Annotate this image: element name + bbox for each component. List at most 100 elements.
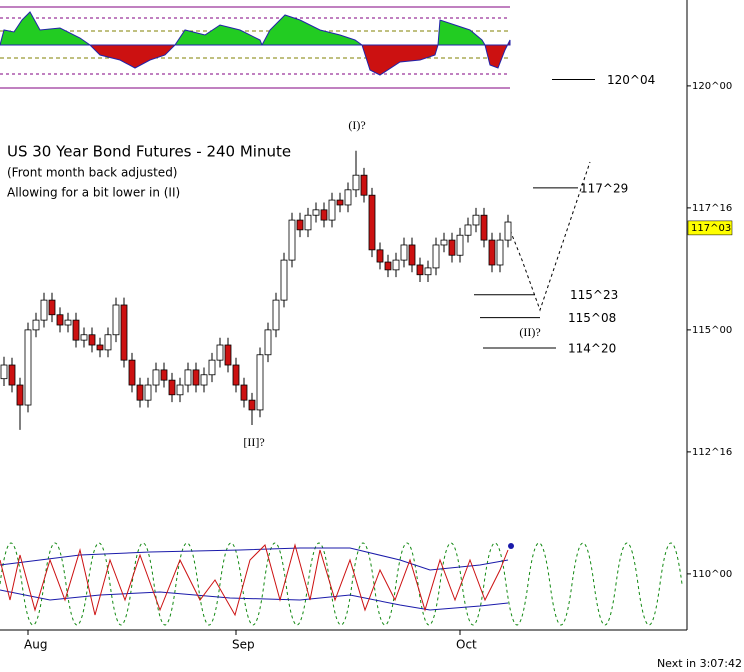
candle-body: [408, 244, 416, 266]
candle-body: [176, 384, 184, 396]
level-label: 120^04: [607, 73, 655, 87]
candle-body: [448, 239, 456, 256]
candle-body: [496, 239, 504, 266]
candle-body: [304, 214, 312, 231]
y-tick-label: 110^00: [692, 569, 732, 580]
candle-body: [464, 224, 472, 236]
histogram-down: [88, 44, 177, 69]
timer: Next in 3:07:42: [657, 657, 742, 670]
candle-body: [288, 219, 296, 261]
candle-body: [400, 244, 408, 261]
note: (Front month back adjusted): [7, 166, 178, 180]
candle-body: [0, 364, 8, 380]
last-price-label: 117^03: [691, 223, 731, 234]
chart-title: US 30 Year Bond Futures - 240 Minute: [7, 143, 291, 161]
candle-body: [24, 329, 32, 406]
band-line: [0, 589, 509, 611]
histogram-down: [361, 44, 439, 76]
candle-body: [88, 334, 96, 346]
note: Allowing for a bit lower in (II): [7, 186, 180, 200]
x-tick-label: Sep: [232, 638, 255, 652]
candle-body: [344, 189, 352, 206]
candle-body: [192, 369, 200, 386]
y-tick-label: 120^00: [692, 81, 732, 92]
candle-body: [256, 354, 264, 411]
candle-body: [184, 369, 192, 386]
candle-body: [96, 344, 104, 351]
candle-body: [432, 244, 440, 269]
candle-body: [32, 319, 40, 331]
oscillator-dot: [508, 543, 514, 549]
candle-body: [384, 261, 392, 271]
candle-body: [208, 359, 216, 376]
histogram-up: [261, 14, 364, 46]
band-line: [0, 547, 509, 571]
candle-body: [240, 384, 248, 401]
candle-body: [296, 219, 304, 231]
candle-body: [64, 319, 72, 326]
candle-body: [48, 299, 56, 316]
candle-body: [376, 249, 384, 263]
histogram-up: [174, 24, 263, 46]
candle-body: [264, 329, 272, 356]
candle-body: [16, 384, 24, 406]
candle-body: [200, 374, 208, 386]
x-tick-label: Oct: [456, 638, 477, 652]
candle-body: [120, 304, 128, 361]
candle-body: [72, 319, 80, 341]
upper-indicator: [0, 6, 511, 89]
wave-label: (II)?: [519, 325, 540, 339]
x-tick-label: Aug: [24, 638, 47, 652]
candle-body: [168, 379, 176, 396]
candle-body: [8, 364, 16, 386]
candle-body: [480, 214, 488, 241]
histogram-up: [437, 19, 486, 46]
candle-body: [104, 334, 112, 351]
projection: [507, 161, 591, 312]
candle-body: [232, 364, 240, 386]
candle-body: [40, 299, 48, 321]
candle-body: [392, 259, 400, 271]
y-tick-label: 112^16: [692, 447, 732, 458]
candle-body: [128, 359, 136, 386]
level-label: 115^08: [568, 311, 616, 325]
candle-body: [224, 344, 232, 366]
last-price-box: [687, 220, 733, 236]
candle-body: [280, 259, 288, 301]
candle-body: [112, 304, 120, 336]
candle-body: [56, 314, 64, 326]
candle-body: [152, 369, 160, 386]
candle-body: [416, 264, 424, 276]
candle-body: [368, 194, 376, 251]
candle-body: [456, 234, 464, 256]
wave-label: [II]?: [243, 435, 264, 449]
level-label: 114^20: [568, 341, 616, 355]
level-label: 115^23: [570, 288, 618, 302]
candle-body: [136, 384, 144, 401]
y-tick-label: 117^16: [692, 203, 732, 214]
candle-body: [160, 369, 168, 381]
level-label: 117^29: [580, 181, 628, 195]
y-tick-label: 115^00: [692, 325, 732, 336]
lower-oscillator: [0, 542, 683, 626]
candle-body: [336, 199, 344, 206]
candle-body: [320, 209, 328, 221]
candle-body: [472, 214, 480, 226]
oscillator-line: [0, 543, 509, 617]
candle-body: [352, 174, 360, 191]
candle-body: [328, 199, 336, 221]
candle-body: [248, 399, 256, 411]
candle-body: [144, 384, 152, 401]
histogram-down: [484, 39, 511, 69]
candle-body: [504, 221, 512, 241]
candle-body: [216, 344, 224, 361]
wave-label: (I)?: [348, 118, 365, 132]
candle-body: [312, 209, 320, 216]
candle-body: [360, 174, 368, 196]
candle-body: [424, 267, 432, 276]
candle-body: [272, 299, 280, 331]
candle-body: [488, 239, 496, 266]
histogram-up: [0, 11, 92, 46]
candle-body: [80, 334, 88, 341]
